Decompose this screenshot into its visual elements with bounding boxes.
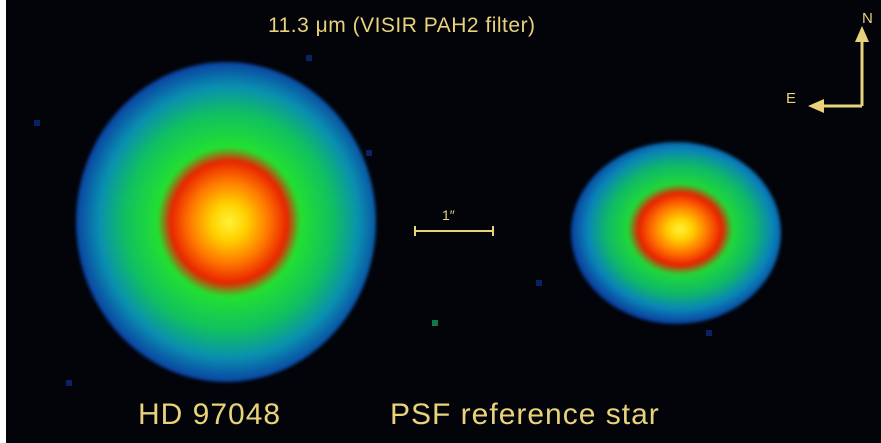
compass-rose: N E bbox=[776, 8, 876, 118]
noise-speck bbox=[366, 150, 372, 156]
target-label-hd97048: HD 97048 bbox=[138, 398, 282, 431]
noise-speck bbox=[432, 320, 438, 326]
noise-speck bbox=[536, 280, 542, 286]
scale-bar bbox=[414, 226, 494, 236]
noise-speck bbox=[34, 120, 40, 126]
compass-east-label: E bbox=[786, 90, 797, 107]
noise-speck bbox=[306, 55, 312, 61]
compass-arrows-icon bbox=[808, 26, 869, 113]
noise-speck bbox=[66, 380, 72, 386]
psf-star-emission-blob bbox=[571, 142, 781, 324]
hd97048-emission-blob bbox=[76, 62, 376, 382]
figure-title: 11.3 μm (VISIR PAH2 filter) bbox=[268, 14, 536, 37]
image-frame: 11.3 μm (VISIR PAH2 filter) 1″ N E HD 97… bbox=[6, 0, 881, 443]
compass-north-label: N bbox=[862, 10, 873, 27]
noise-speck bbox=[706, 330, 712, 336]
target-label-psf-star: PSF reference star bbox=[390, 398, 660, 431]
scale-bar-label: 1″ bbox=[442, 207, 455, 223]
